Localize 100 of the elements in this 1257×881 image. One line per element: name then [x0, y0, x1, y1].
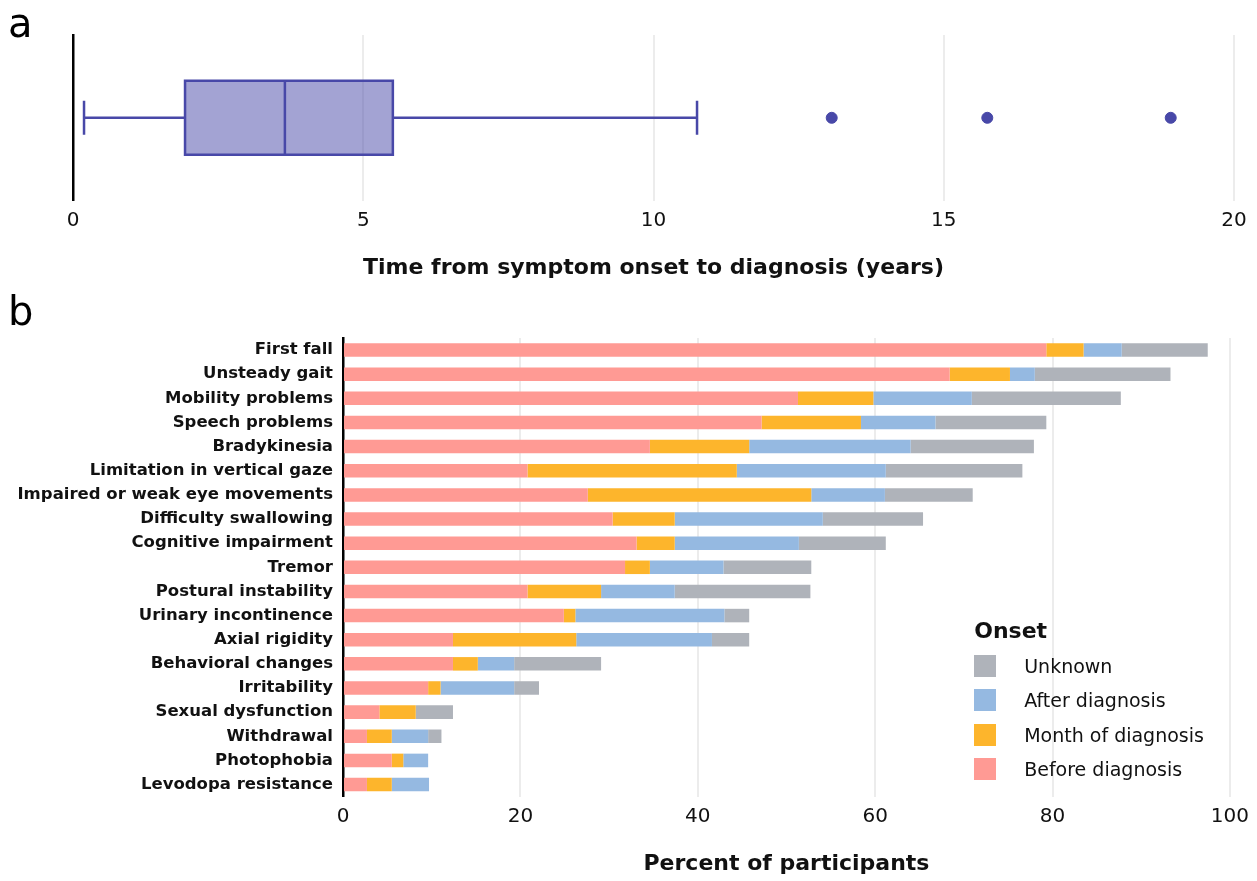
bar — [1121, 343, 1208, 357]
legend-label: Month of diagnosis — [1024, 723, 1204, 746]
x-tick-label: 0 — [336, 802, 350, 827]
bar — [736, 463, 886, 478]
x-axis-title: Percent of participants — [643, 849, 930, 875]
bar — [428, 729, 442, 744]
legend-label: Before diagnosis — [1024, 758, 1183, 781]
y-tick-label: Levodopa resistance — [141, 773, 333, 793]
bar — [885, 463, 1023, 478]
bar — [724, 608, 750, 623]
bar — [649, 439, 750, 454]
bar — [344, 463, 528, 478]
bar — [576, 632, 712, 647]
bar — [601, 584, 675, 599]
chart-title: a — [8, 0, 33, 46]
x-tick-label: 20 — [1221, 206, 1247, 231]
text: b — [8, 288, 34, 334]
bar — [366, 729, 392, 744]
bar — [811, 488, 885, 502]
y-tick-label: Mobility problems — [165, 387, 334, 407]
y-tick-label: Axial rigidity — [214, 628, 334, 648]
y-tick-label: Difficulty swallowing — [140, 508, 333, 528]
bar — [477, 657, 515, 671]
bar — [884, 488, 973, 502]
bar — [344, 681, 429, 695]
bar — [873, 391, 972, 406]
y-tick-label: Limitation in vertical gaze — [89, 460, 333, 480]
y-tick-label: Irritability — [238, 677, 334, 697]
bar — [344, 343, 1047, 357]
bar — [366, 777, 392, 792]
y-tick-label: Urinary incontinence — [138, 604, 333, 624]
bar — [391, 777, 430, 792]
x-tick-label: 5 — [356, 206, 370, 231]
bar — [428, 681, 441, 695]
x-tick-label: 100 — [1210, 802, 1250, 827]
bar — [1083, 343, 1122, 357]
bar — [344, 488, 588, 502]
bar — [798, 536, 886, 550]
y-tick-label: Cognitive impairment — [131, 532, 334, 552]
bar — [344, 391, 798, 406]
bar — [949, 367, 1010, 381]
bar — [527, 584, 602, 599]
bar — [344, 753, 392, 768]
bar — [910, 439, 1034, 454]
bar — [625, 560, 650, 575]
bar — [391, 753, 404, 768]
bar — [1009, 367, 1035, 381]
x-tick-label: 80 — [1039, 802, 1066, 827]
y-tick-label: Sexual dysfunction — [155, 701, 333, 721]
legend-label: After diagnosis — [1024, 689, 1166, 712]
bar — [344, 439, 650, 454]
bar — [822, 512, 924, 526]
bar — [1034, 367, 1171, 381]
bar — [587, 488, 812, 502]
bar — [636, 536, 675, 550]
bar — [379, 705, 416, 719]
bar — [575, 608, 725, 623]
bar — [344, 560, 626, 575]
bar — [440, 681, 515, 695]
bar — [935, 415, 1047, 430]
bar — [674, 512, 823, 526]
bar — [674, 584, 811, 599]
y-tick-label: Withdrawal — [226, 725, 333, 745]
bar — [723, 560, 812, 575]
x-tick-label: 15 — [931, 206, 957, 231]
x-axis-title: Time from symptom onset to diagnosis (years) — [363, 253, 944, 279]
bar — [563, 608, 576, 623]
bar — [344, 657, 453, 671]
y-tick-label: First fall — [254, 339, 333, 359]
bar — [1046, 343, 1084, 357]
bar — [344, 584, 528, 599]
bar — [527, 463, 737, 478]
bar — [344, 608, 564, 623]
bar — [403, 753, 429, 768]
bar — [612, 512, 675, 526]
y-tick-label: Photophobia — [215, 749, 333, 769]
y-tick-label: Bradykinesia — [212, 435, 333, 455]
bar — [761, 415, 861, 430]
bar — [344, 367, 950, 381]
x-tick-label: 10 — [640, 206, 667, 231]
x-tick-label: 60 — [862, 802, 888, 827]
bar — [749, 439, 911, 454]
y-tick-label: Unsteady gait — [203, 363, 334, 383]
y-tick-label: Speech problems — [172, 411, 334, 431]
bar — [344, 632, 453, 647]
bar — [971, 391, 1121, 406]
bar — [514, 657, 602, 671]
y-tick-label: Impaired or weak eye movements — [17, 484, 334, 504]
bar — [344, 415, 762, 430]
y-tick-label: Postural instability — [155, 580, 334, 600]
bar — [344, 512, 613, 526]
bar — [711, 632, 750, 647]
bar — [452, 632, 577, 647]
bar — [860, 415, 936, 430]
bar — [514, 681, 540, 695]
y-tick-label: Tremor — [267, 556, 334, 576]
bar — [344, 777, 367, 792]
bar — [391, 729, 429, 744]
bar — [452, 657, 478, 671]
bar — [797, 391, 874, 406]
